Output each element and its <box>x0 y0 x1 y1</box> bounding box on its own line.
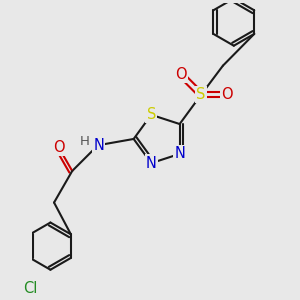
Text: S: S <box>196 87 206 102</box>
Text: H: H <box>79 135 89 148</box>
Text: Cl: Cl <box>23 281 37 296</box>
Text: O: O <box>221 87 233 102</box>
Text: O: O <box>175 67 186 82</box>
Text: N: N <box>174 146 185 161</box>
Text: S: S <box>146 107 156 122</box>
Text: N: N <box>93 138 104 153</box>
Text: N: N <box>146 156 157 171</box>
Text: O: O <box>53 140 64 155</box>
